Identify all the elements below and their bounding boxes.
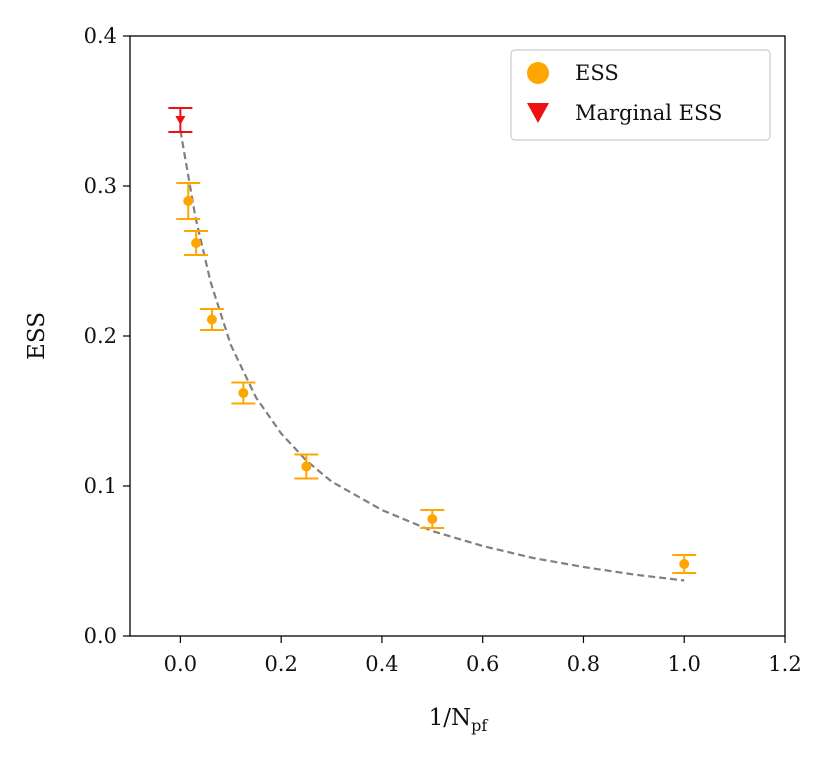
- ess-point: [183, 196, 194, 206]
- x-tick-label: 0.6: [466, 652, 499, 676]
- y-tick-label: 0.4: [84, 24, 117, 48]
- ess-point: [301, 461, 312, 472]
- x-tick-label: 0.8: [567, 652, 600, 676]
- ess-point: [679, 559, 690, 569]
- legend: ESS Marginal ESS: [510, 49, 771, 141]
- ess-point: [206, 314, 217, 325]
- ess-point: [238, 388, 249, 398]
- y-tick-label: 0.3: [84, 174, 117, 198]
- fit-layer: [179, 130, 685, 582]
- y-tick-label: 0.2: [84, 324, 117, 348]
- y-axis-label: ESS: [24, 312, 50, 360]
- x-tick-label: 1.2: [768, 652, 801, 676]
- legend-label-ess: ESS: [575, 61, 619, 85]
- x-axis-label-subscript: pf: [471, 716, 488, 735]
- y-tick-label: 0.0: [84, 624, 117, 648]
- legend-box: [510, 49, 771, 141]
- legend-label-marginal-ess: Marginal ESS: [575, 101, 722, 125]
- marginal-ess-point: [175, 116, 186, 125]
- marker-layer: [175, 116, 690, 569]
- x-tick-label: 0.2: [264, 652, 297, 676]
- y-tick-label: 0.1: [84, 474, 117, 498]
- legend-marker-ess: [527, 62, 549, 84]
- x-tick-label: 0.4: [365, 652, 398, 676]
- fit-curve: [179, 130, 685, 582]
- x-axis-label: 1/Npf: [429, 705, 489, 735]
- x-axis-label-main: 1/N: [429, 705, 472, 731]
- legend-marker-marginal-ess: [527, 103, 549, 123]
- ess-point: [427, 514, 438, 524]
- tick-layer: 0.0 0.2 0.4 0.6 0.8 1.0 1.2 0.0 0.1 0.2 0.3 0.4: [84, 24, 802, 676]
- ess-point: [191, 238, 202, 248]
- x-tick-label: 1.0: [668, 652, 701, 676]
- x-tick-label: 0.0: [164, 652, 197, 676]
